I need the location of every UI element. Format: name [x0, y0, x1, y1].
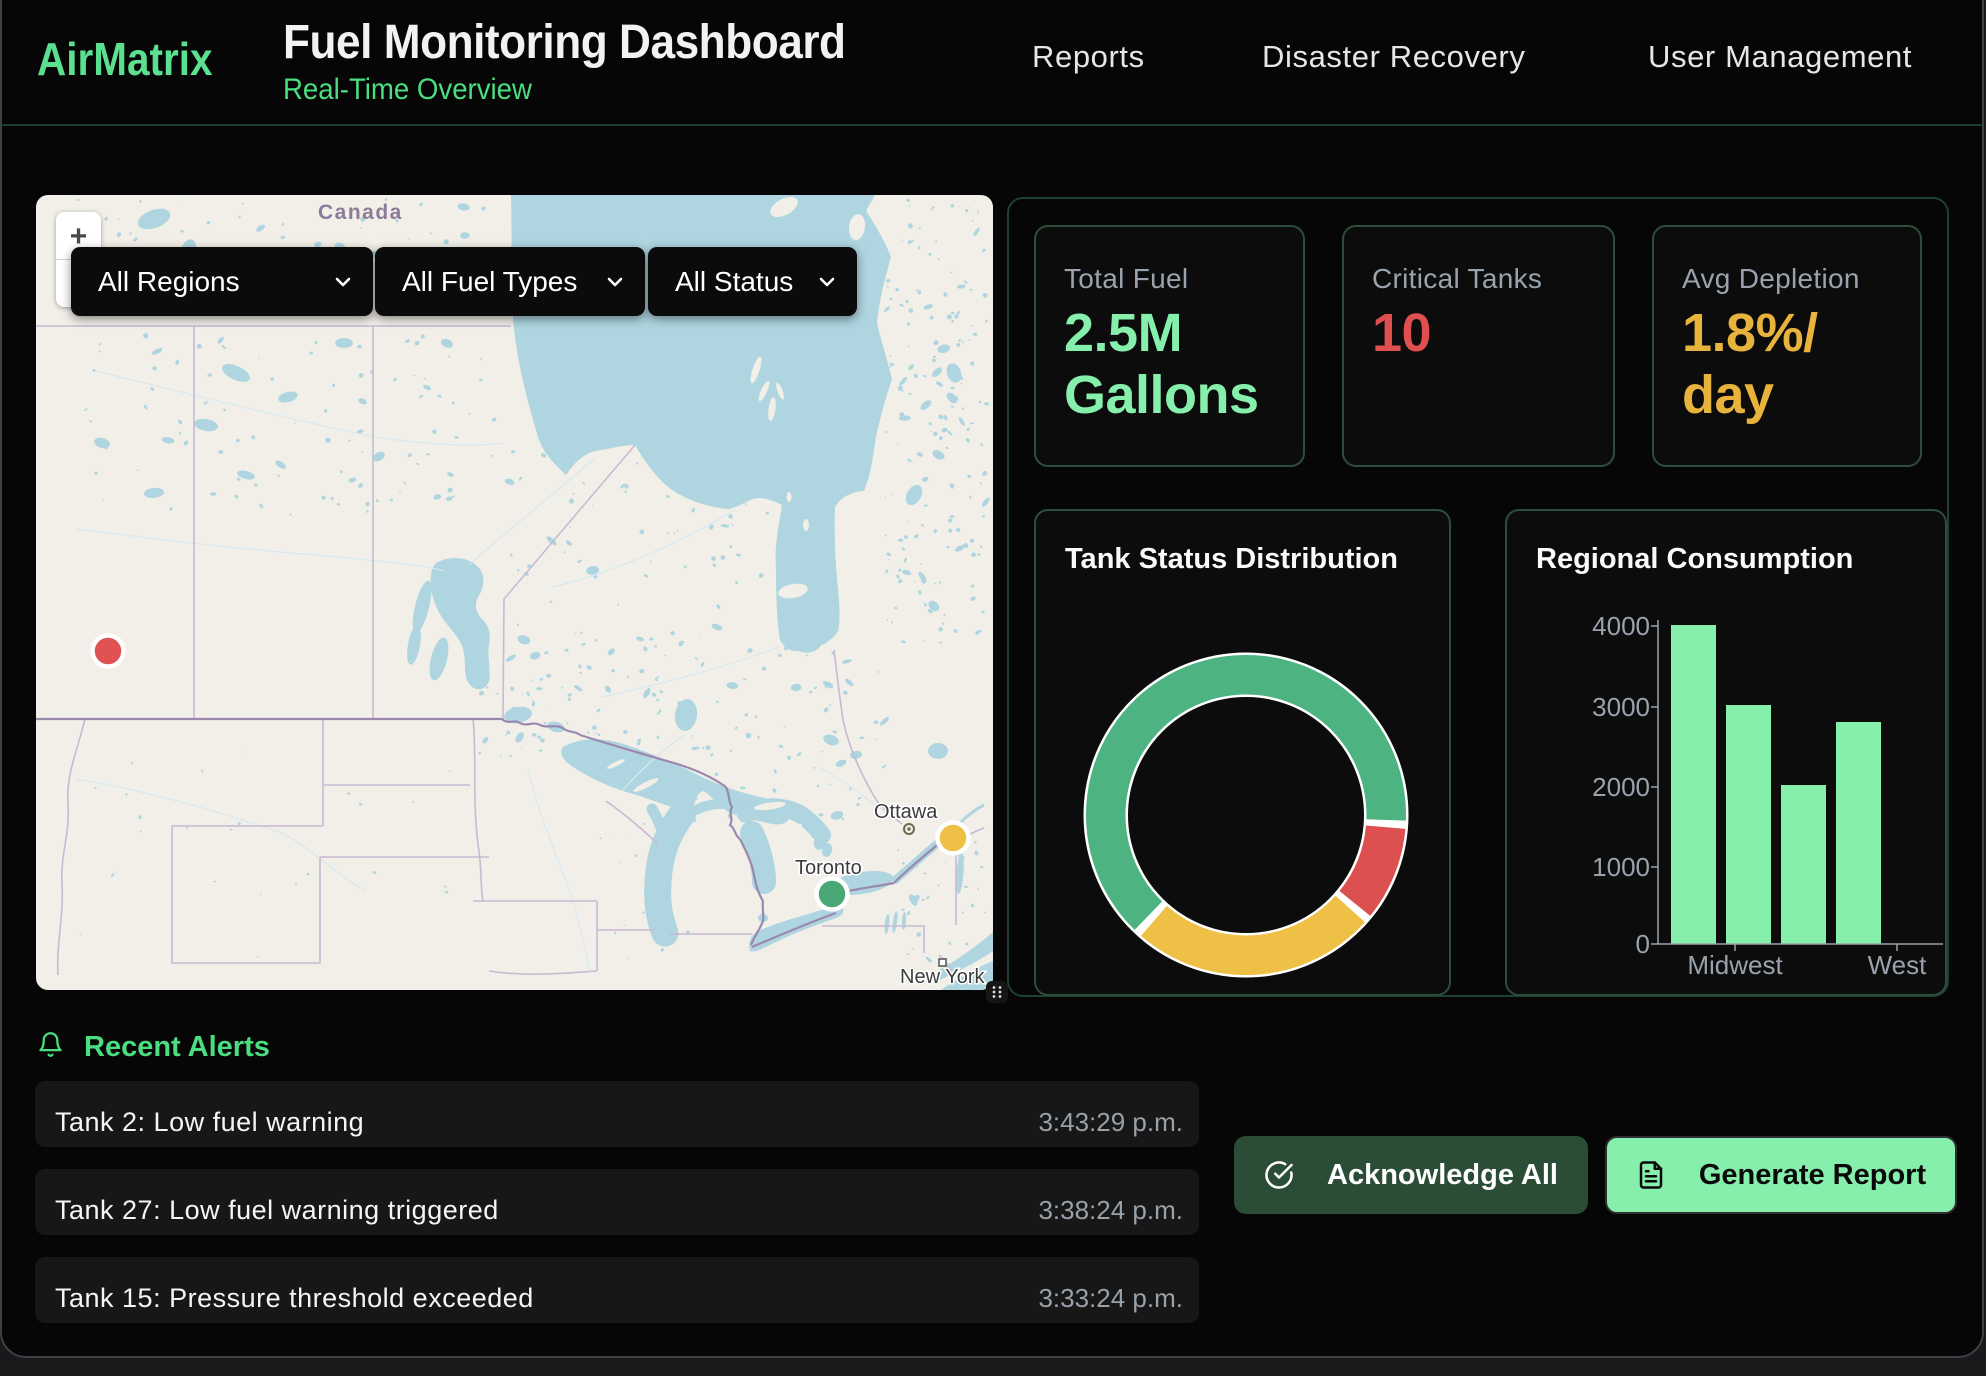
- svg-text:Toronto: Toronto: [795, 857, 862, 879]
- svg-text:4000: 4000: [1592, 611, 1650, 641]
- svg-text:3000: 3000: [1592, 692, 1650, 722]
- svg-text:Ottawa: Ottawa: [874, 801, 938, 823]
- svg-text:1000: 1000: [1592, 852, 1650, 882]
- svg-text:New York: New York: [900, 966, 985, 988]
- svg-text:2000: 2000: [1592, 772, 1650, 802]
- svg-text:Canada: Canada: [318, 201, 403, 224]
- svg-text:Midwest: Midwest: [1687, 950, 1783, 980]
- svg-text:West: West: [1868, 950, 1928, 980]
- svg-text:0: 0: [1636, 929, 1650, 959]
